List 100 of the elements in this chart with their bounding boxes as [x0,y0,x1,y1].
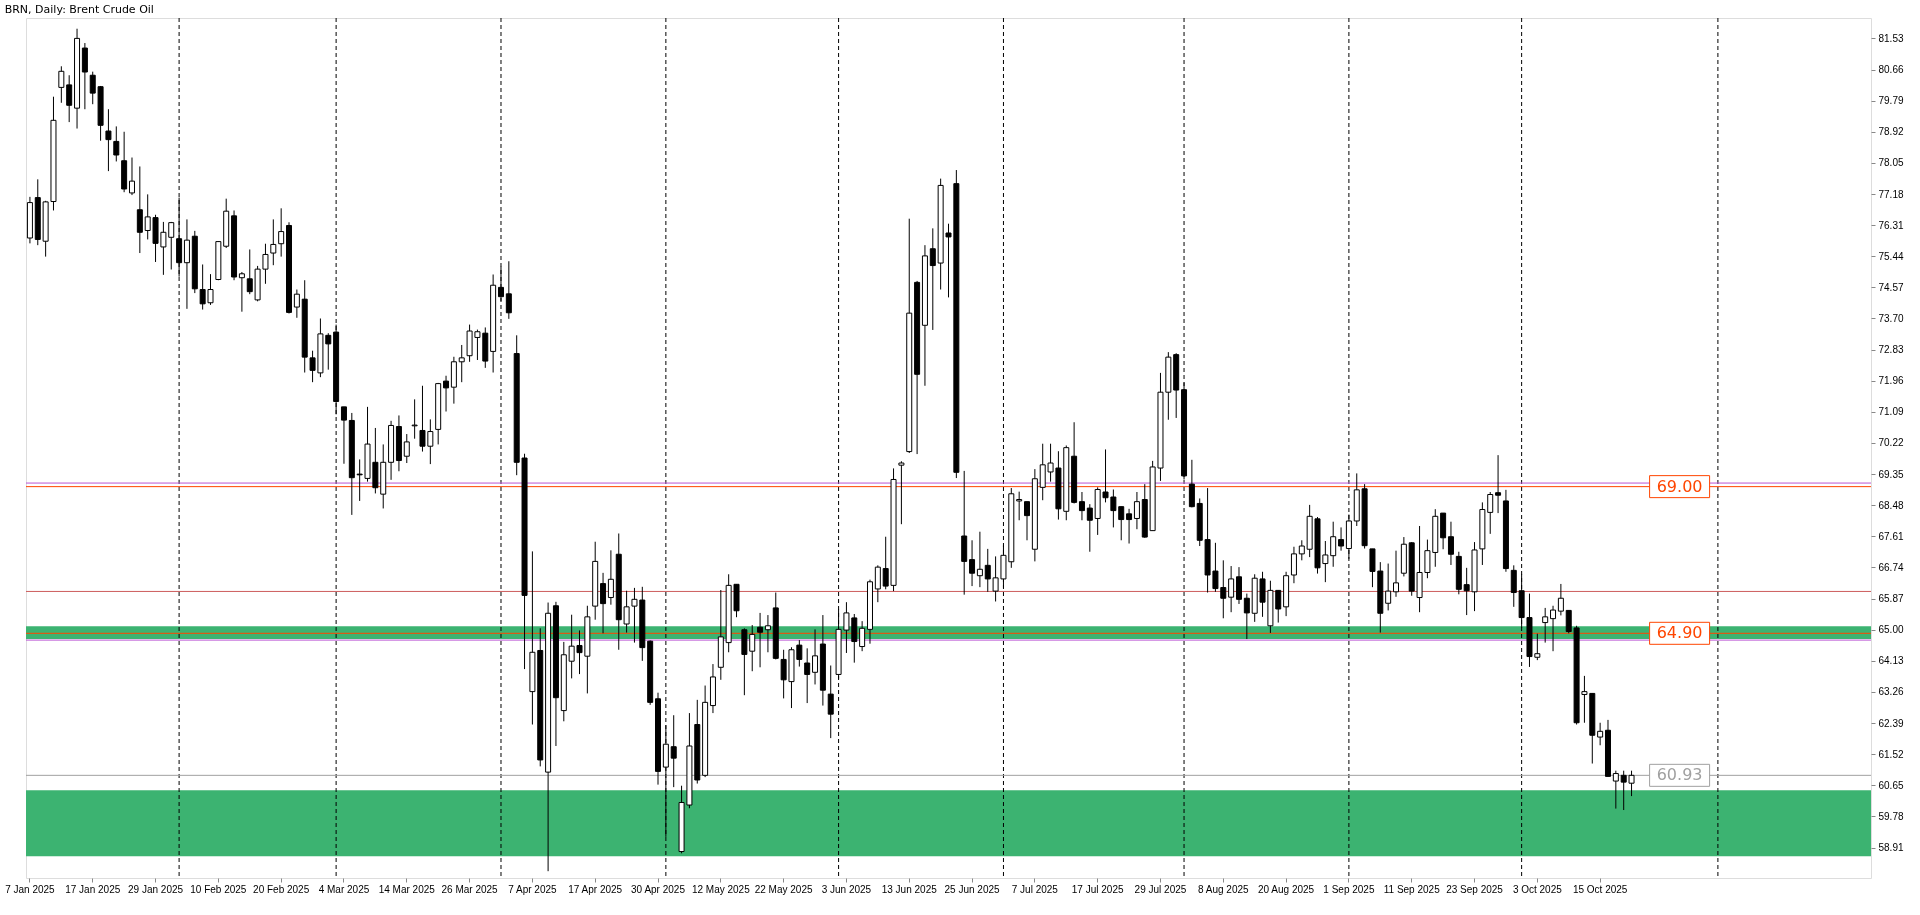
y-tick-label: 81.53 [1878,32,1904,44]
candlestick [238,271,245,313]
y-tick-label: 69.35 [1878,468,1904,480]
candlestick [1078,491,1085,521]
y-tick-label: 62.39 [1878,717,1904,729]
candlestick [827,665,834,739]
candlestick [443,375,450,413]
candlestick [812,628,819,685]
y-tick-label: 73.70 [1878,313,1904,324]
y-tick-label: 74.57 [1878,281,1904,293]
candlestick [1557,583,1564,616]
y-tick-label: 58.91 [1878,842,1904,854]
candlestick [505,260,512,320]
y-tick-label: 60.65 [1878,779,1904,791]
candlestick [1597,722,1604,746]
candlestick [670,714,677,788]
candlestick [1385,563,1392,611]
x-tick-label: 4 Mar 2025 [318,883,370,895]
x-tick-label: 30 Apr 2025 [631,883,686,895]
candlestick [1542,607,1549,644]
candlestick [136,165,143,254]
candlestick [859,620,866,652]
candlestick [764,614,771,653]
y-tick-label: 71.09 [1878,406,1904,418]
ref-line-label: 64.90 [1656,623,1703,643]
x-tick-label: 7 Jan 2025 [5,883,56,895]
x-tick-label: 13 Jun 2025 [881,883,938,895]
y-tick-label: 67.61 [1878,530,1904,542]
candlestick [1290,546,1297,584]
y-tick-label: 66.74 [1878,561,1904,573]
x-tick-label: 7 Jul 2025 [1011,883,1059,895]
y-tick-label: 65.00 [1878,624,1904,636]
candlestick [1086,503,1093,553]
candlestick [340,406,347,465]
candlestick [969,539,976,587]
x-tick-label: 20 Aug 2025 [1258,883,1315,895]
candlestick [128,157,135,196]
x-tick-label: 8 Aug 2025 [1197,883,1250,895]
x-tick-label: 1 Sep 2025 [1323,883,1375,895]
candlestick [898,460,905,525]
candlestick [58,65,65,104]
x-tick-label: 3 Oct 2025 [1512,883,1563,895]
x-tick-label: 17 Jan 2025 [65,883,121,895]
candlestick [1228,565,1235,613]
y-tick-label: 64.13 [1878,655,1904,667]
candlestick [411,398,418,440]
y-tick-label: 68.48 [1878,499,1904,511]
candlestick [757,612,764,668]
y-tick-label: 80.66 [1878,64,1904,76]
candlestick [183,218,190,310]
x-tick-label: 3 Jun 2025 [821,883,872,895]
x-tick-label: 17 Apr 2025 [568,883,623,895]
candlestick [976,531,983,588]
y-tick-label: 63.26 [1878,686,1904,698]
candlestick [600,572,607,634]
y-tick-label: 71.96 [1878,375,1904,387]
candlestick [1550,605,1557,652]
x-tick-label: 20 Feb 2025 [253,883,310,895]
candlestick [1188,459,1195,508]
candlestick [804,647,811,704]
ref-line-label: 69.00 [1656,476,1703,496]
candlestick [874,564,881,603]
y-tick-label: 70.22 [1878,437,1904,449]
candlestick [1024,501,1031,541]
x-tick-label: 7 Apr 2025 [508,883,558,895]
y-tick-label: 78.92 [1878,126,1904,138]
candlestick [270,218,277,266]
y-tick-label: 76.31 [1878,219,1904,231]
x-tick-label: 22 May 2025 [754,883,813,895]
candlestick [607,549,614,606]
x-tick-label: 29 Jul 2025 [1134,883,1187,895]
candlestick [1393,550,1400,598]
x-tick-label: 23 Sep 2025 [1446,883,1504,895]
candlestick [1016,491,1023,521]
y-tick-label: 61.52 [1878,748,1904,760]
y-tick-label: 65.87 [1878,593,1904,605]
candlestick [1133,491,1140,530]
candlestick [403,433,410,464]
candlestick [1447,521,1454,566]
candlestick [1338,526,1345,552]
x-tick-label: 29 Jan 2025 [128,883,184,895]
candlestick [278,207,285,258]
candlestick [105,108,112,172]
y-tick-label: 77.18 [1878,188,1904,200]
x-tick-label: 11 Sep 2025 [1383,883,1441,895]
x-tick-label: 17 Jul 2025 [1071,883,1124,895]
candlestick [1235,566,1242,605]
y-tick-label: 78.05 [1878,157,1904,169]
x-tick-label: 15 Oct 2025 [1572,883,1628,895]
x-tick-label: 14 Mar 2025 [378,883,436,895]
x-tick-label: 25 Jun 2025 [944,883,1001,895]
candlestick [81,42,88,110]
y-tick-label: 72.83 [1878,344,1904,356]
y-tick-label: 75.44 [1878,250,1904,262]
x-tick-label: 26 Mar 2025 [441,883,499,895]
candlestick [1243,593,1250,640]
candlestick [113,125,120,162]
x-tick-label: 12 May 2025 [691,883,751,895]
candlestick [1126,508,1133,545]
x-tick-label: 10 Feb 2025 [190,883,247,895]
